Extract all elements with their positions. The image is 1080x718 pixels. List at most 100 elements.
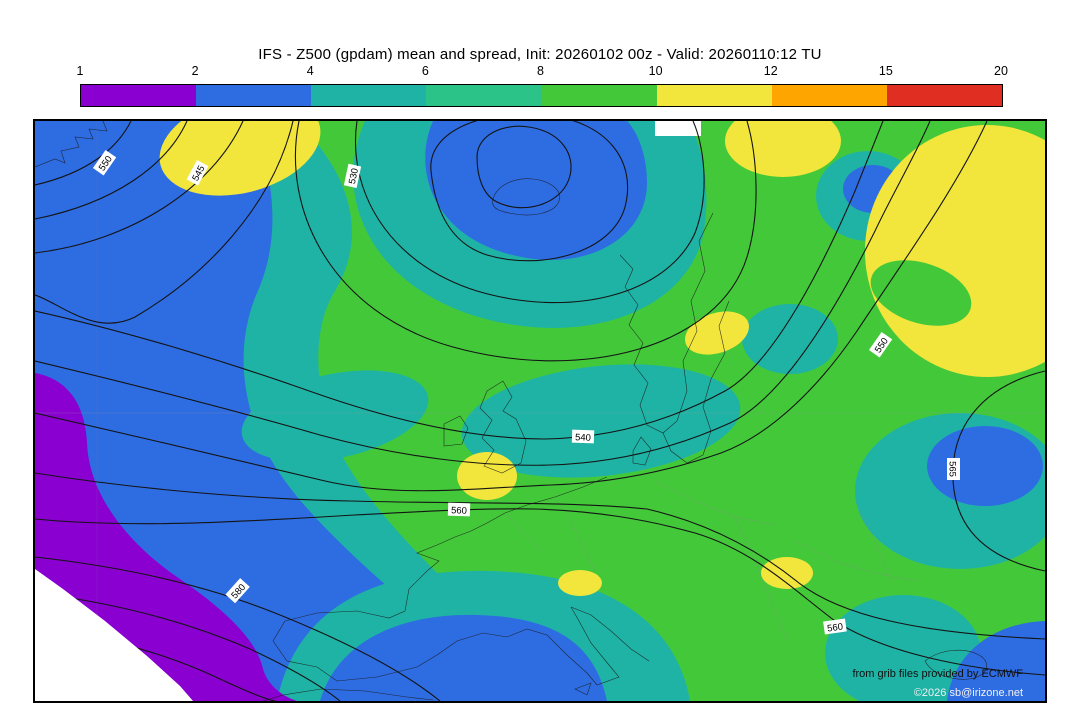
no-data-region [35, 569, 193, 701]
contour-label-text: 540 [575, 432, 591, 444]
contour-label-text: 560 [451, 505, 467, 517]
coastline-mediterranean-north [436, 628, 528, 656]
colorbar-segment [886, 85, 1002, 106]
contour-line [355, 121, 705, 304]
border-layer [504, 480, 916, 642]
contour-label-text: 530 [347, 167, 361, 185]
credit-copyright: ©2026 sb@irizone.net [914, 687, 1023, 699]
coastline-layer [35, 121, 988, 701]
colorbar-segment [541, 85, 657, 106]
contour-line [35, 121, 132, 186]
coastline-britain [479, 380, 527, 474]
contour-label-box [92, 149, 117, 176]
spread-region-blue-east [927, 426, 1043, 506]
spread-region-blue-north [425, 121, 647, 260]
contour-label: 540 [571, 429, 595, 444]
colorbar-segment [426, 85, 542, 106]
contour-label-box [571, 429, 595, 444]
contour-label-text: 565 [947, 461, 958, 477]
country-border [504, 512, 542, 552]
graticule-layer [35, 121, 1045, 701]
colorbar-segment [771, 85, 887, 106]
colorbar-segment [311, 85, 427, 106]
contour-label-box [947, 458, 960, 480]
contour-label-box [343, 163, 362, 189]
contour-label: 565 [947, 458, 960, 480]
contour-label: 560 [447, 502, 471, 517]
coastline-africa [262, 688, 434, 701]
spread-region-blue-corner-se [947, 621, 1045, 701]
colorbar-tick: 4 [306, 64, 314, 78]
colorbar-segment [196, 85, 312, 106]
map-canvas: 550 545 530 540 560 [35, 121, 1045, 701]
colorbar-tick: 12 [763, 64, 778, 78]
contour-line [35, 121, 244, 254]
contour-line [35, 556, 441, 701]
colorbar-segment [81, 85, 197, 106]
spread-region-teal-southeast [825, 595, 981, 701]
colorbar-tick: 20 [994, 64, 1008, 78]
spread-region-green-hole [870, 260, 972, 326]
spread-region-teal-mideast [742, 304, 838, 374]
colorbar-tick: 2 [191, 64, 199, 78]
spread-fill-layer [35, 121, 1045, 701]
spread-region-yellow-mideast [685, 311, 749, 355]
coastline-black-sea [924, 649, 988, 680]
colorbar-tick: 10 [648, 64, 663, 78]
spread-region-teal-central [461, 364, 741, 478]
contour-label-box [186, 160, 209, 186]
page-title: IFS - Z500 (gpdam) mean and spread, Init… [258, 46, 822, 63]
contour-label-text: 560 [827, 621, 844, 634]
colorbar-tick: 8 [537, 64, 544, 78]
credits: from grib files provided by ECMWF ©2026 … [852, 668, 1023, 699]
coastline-baltic [662, 300, 730, 464]
contour-line [35, 472, 1045, 640]
country-border [654, 480, 776, 526]
colorbar-ticks: 1 2 4 6 8 10 12 15 20 [76, 64, 1008, 80]
contour-line [35, 121, 988, 492]
contour-line [35, 592, 341, 701]
colorbar-tick: 6 [421, 64, 429, 78]
coastline-west-europe [272, 476, 608, 642]
country-border [854, 500, 892, 582]
country-border [734, 516, 788, 642]
contour-label-box [823, 618, 847, 635]
spread-region-teal-midleft [241, 370, 429, 462]
colorbar-tick: 1 [76, 64, 84, 78]
contour-label: 560 [823, 618, 847, 635]
spread-region-yellow-north [725, 121, 841, 177]
spread-region-blue-south [320, 614, 607, 701]
map: 550 545 530 540 560 [33, 119, 1047, 703]
contour-line [35, 508, 1045, 676]
spread-region-yellow-central [457, 452, 517, 500]
coastline-iberia [272, 640, 438, 682]
contour-line [476, 125, 572, 209]
coastline-sicily [574, 682, 592, 696]
coastline-denmark [632, 436, 652, 466]
credit-ecmwf: from grib files provided by ECMWF [852, 668, 1023, 680]
colorbar [80, 84, 1003, 107]
coastline-adriatic [570, 606, 650, 662]
contour-label-box [225, 578, 250, 604]
contour-line [35, 121, 931, 466]
coastline-greenland [35, 121, 108, 168]
contour-label-layer: 550 545 530 540 560 [92, 149, 960, 635]
contour-line [430, 121, 629, 262]
coastline-italy [526, 606, 620, 686]
contour-line [35, 121, 188, 220]
country-border [794, 540, 916, 582]
coastline-norway [619, 212, 714, 434]
spread-region-yellow-south-2 [558, 570, 602, 596]
contour-line [35, 121, 294, 324]
contour-line [295, 121, 757, 362]
colorbar-segment [656, 85, 772, 106]
coastline-ireland [443, 415, 469, 447]
country-border [554, 496, 596, 572]
contour-label: 530 [343, 163, 362, 189]
colorbar-tick: 15 [878, 64, 893, 78]
contour-label-box [868, 331, 893, 358]
map-gap-notch [655, 121, 701, 136]
contour-label-box [447, 502, 471, 517]
coastline-iceland [492, 178, 561, 216]
